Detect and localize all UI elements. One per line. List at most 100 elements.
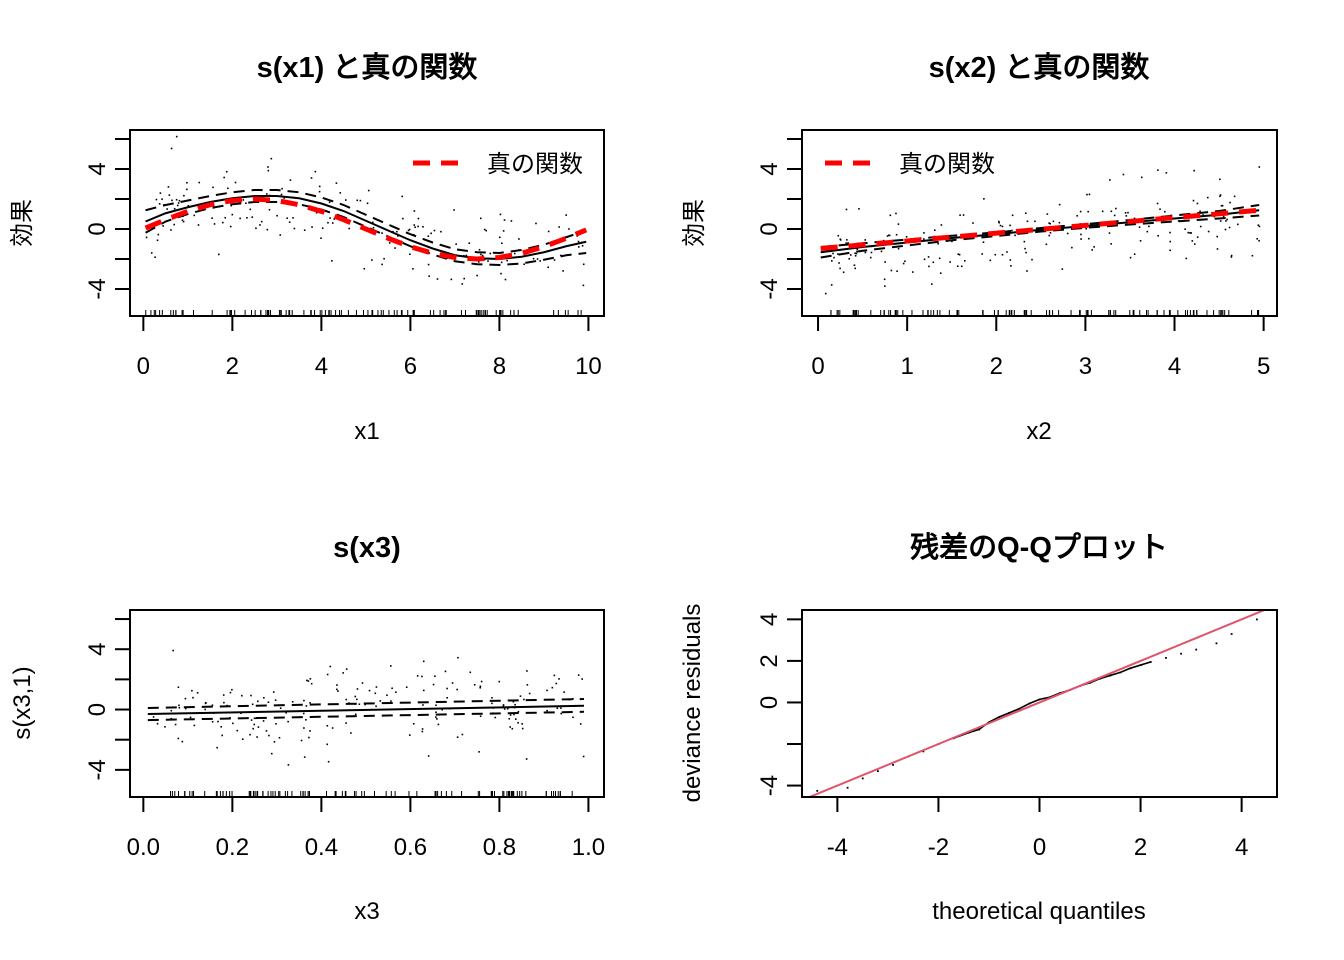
residual-point [388,242,391,244]
x-tick-label: 10 [575,353,602,380]
residual-point [905,236,908,238]
residual-point [427,235,430,237]
residual-point [253,717,256,720]
residual-point [1139,240,1142,242]
plot-area-border [129,609,605,798]
residual-point [286,217,288,220]
residual-point [528,692,531,695]
residual-point [525,758,528,760]
residual-point [489,252,492,255]
residual-point [166,208,168,210]
residual-point [560,707,562,709]
residual-point [231,688,233,691]
residual-point [517,721,519,724]
qq-points-dense [953,661,1151,739]
residual-point [1133,253,1136,256]
residual-point [305,719,307,721]
rug [830,310,1260,315]
residual-point [959,214,961,216]
residual-point [315,211,318,214]
residual-point [1221,204,1224,207]
residual-point [364,703,366,706]
residual-point [1010,265,1012,267]
residual-point [1024,212,1027,215]
residual-point [972,222,974,224]
residual-point [1127,211,1129,214]
residual-point [318,190,321,193]
x-tick-label: 0.4 [305,834,338,861]
residual-point [401,195,404,198]
residual-point [450,278,453,281]
residual-point [241,694,243,697]
y-tick-label: -4 [84,278,111,299]
y-axis: -4 0 4 [84,618,130,781]
residual-point [551,686,554,689]
residual-point [547,230,550,233]
residual-point [402,217,404,220]
residual-point [1122,173,1125,176]
x-axis: 0.0 0.2 0.4 0.6 0.8 1.0 [127,797,605,861]
residual-point [572,698,574,700]
residual-point [436,718,438,720]
residual-point [981,253,983,255]
residual-point [183,194,185,197]
residual-point [837,253,839,255]
residual-point [1196,202,1199,205]
residual-point [176,204,179,207]
residual-point [184,707,187,710]
residual-point [354,695,357,698]
residual-point [1125,215,1128,217]
residual-point [845,208,848,211]
residual-point [222,694,225,696]
residual-point [509,714,512,716]
residual-point [262,720,265,722]
y-tick-label: 0 [756,222,783,235]
residual-point [506,707,509,710]
residual-point [1076,214,1079,217]
residual-point [1079,210,1082,213]
residual-point [1001,253,1004,256]
residual-point [307,680,310,682]
residual-point [241,738,244,740]
residual-point [444,670,447,673]
residual-point [293,227,296,230]
qq-point [861,777,864,780]
residual-point [302,712,305,715]
residual-point [886,235,889,237]
residual-point [491,702,493,705]
residual-point [314,170,317,173]
residual-point [577,240,580,243]
residual-point [336,684,338,686]
residual-point [479,686,482,689]
residual-point [870,251,873,254]
residual-point [287,720,289,723]
residual-point [204,702,207,705]
residual-point [888,234,891,237]
residual-point [923,232,925,234]
residual-point [1066,232,1069,235]
y-axis: -4 0 2 4 [756,613,802,796]
residual-point [422,660,425,663]
residual-point [510,220,513,222]
residual-point [1108,232,1111,234]
residual-point [1206,196,1209,199]
residual-point [521,727,524,730]
residual-point [854,254,857,257]
y-axis-label: 効果 [681,199,708,247]
residual-point [824,292,827,295]
residual-point [339,192,342,194]
se-lower-band [820,214,1260,259]
residual-point [553,674,556,677]
residual-point [839,238,842,241]
residual-point [375,686,378,688]
residual-point [177,202,180,204]
residual-point [1159,208,1161,211]
residual-point [245,202,247,205]
residual-point [558,226,560,228]
residual-point [519,695,522,697]
residual-point [480,253,482,256]
residual-point [354,713,357,716]
residual-point [831,260,833,262]
true-function-line [820,207,1260,251]
residual-point [170,147,173,150]
